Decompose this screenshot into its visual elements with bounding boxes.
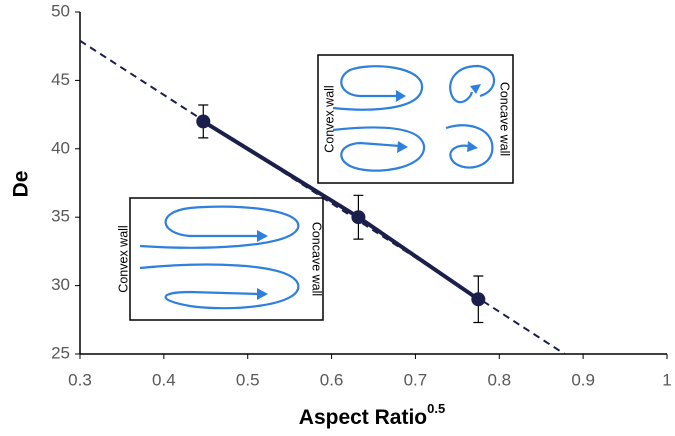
- wall-label: Concave wall: [498, 82, 512, 156]
- arrowhead: [257, 288, 268, 300]
- arrowhead: [397, 141, 408, 153]
- x-tick-label: 0.6: [320, 370, 344, 389]
- x-tick-label: 1: [662, 370, 671, 389]
- inset-box: [129, 197, 324, 321]
- x-axis-title: Aspect Ratio0.5: [299, 401, 445, 428]
- y-tick-label: 30: [51, 275, 70, 294]
- inset-bottom: Convex wall Concave wall: [116, 197, 324, 321]
- y-tick-label: 40: [51, 138, 70, 157]
- inset-top: Convex wall Concave wall: [317, 54, 514, 184]
- y-tick-label: 50: [51, 1, 70, 20]
- vortex: [139, 263, 300, 310]
- x-tick-label: 0.9: [571, 370, 595, 389]
- vortex: [332, 126, 426, 172]
- y-tick-label: 25: [51, 343, 70, 362]
- data-point: [351, 210, 366, 225]
- wall-label: Convex wall: [322, 85, 336, 152]
- vortex: [139, 205, 300, 249]
- arrowhead: [467, 141, 478, 152]
- data-point: [471, 292, 486, 307]
- vortex: [449, 64, 496, 104]
- y-axis-title: De: [10, 171, 33, 198]
- data-point: [196, 114, 211, 129]
- x-tick-label: 0.8: [487, 370, 511, 389]
- x-tick-label: 0.4: [152, 370, 176, 389]
- y-tick-label: 35: [51, 207, 70, 226]
- wall-label: Convex wall: [116, 225, 130, 292]
- wall-label: Concave wall: [310, 222, 324, 296]
- x-tick-label: 0.5: [236, 370, 260, 389]
- y-tick-label: 45: [51, 70, 70, 89]
- x-tick-label: 0.3: [68, 370, 92, 389]
- x-tick-label: 0.7: [404, 370, 428, 389]
- x-axis-superscript: 0.5: [427, 401, 445, 416]
- arrowhead: [470, 84, 481, 94]
- x-axis-label: Aspect Ratio: [299, 406, 427, 429]
- vortex: [332, 65, 424, 111]
- arrowhead: [257, 230, 268, 242]
- vortex: [445, 124, 494, 169]
- arrowhead: [396, 90, 406, 102]
